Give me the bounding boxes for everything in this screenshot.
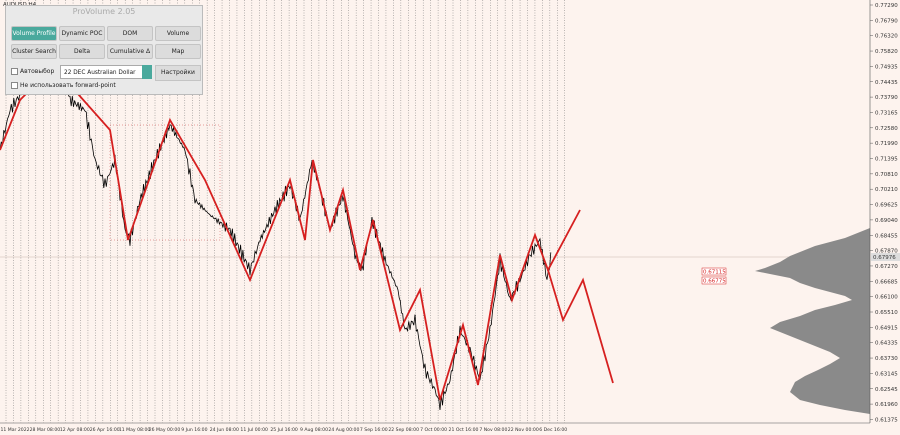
price-label: 0.73165	[875, 110, 898, 116]
price-label: 0.71395	[875, 157, 898, 163]
price-label: 0.67870	[875, 249, 898, 255]
price-label: 0.71990	[875, 141, 898, 147]
time-label: 9 Jun 16:00	[181, 427, 207, 433]
range-box	[109, 124, 221, 241]
time-label: 11 Mar 2022	[0, 427, 29, 433]
time-label: 6 Dec 16:00	[539, 427, 567, 433]
price-label: 0.69625	[875, 203, 898, 209]
price-label: 0.66100	[875, 295, 898, 301]
button[interactable]: DOM	[107, 26, 153, 41]
button[interactable]: Cluster Search	[11, 44, 57, 59]
time-label: 26 Apr 16:00	[90, 427, 120, 433]
level-box	[701, 267, 727, 276]
price-label: 0.64335	[875, 341, 898, 347]
checkbox-label: Не использовать forward-point	[20, 82, 116, 89]
time-label: 22 Sep 08:00	[388, 427, 419, 433]
price-label: 0.65510	[875, 310, 898, 316]
price-label: 0.67270	[875, 264, 898, 270]
time-label: 25 Jul 16:00	[270, 427, 298, 433]
time-label: 26 May 00:00	[149, 427, 181, 433]
volume-profile	[755, 228, 870, 414]
button[interactable]: Volume Profile	[11, 26, 57, 41]
time-label: 11 May 08:00	[119, 427, 151, 433]
price-label: 0.70810	[875, 172, 898, 178]
select-arrow[interactable]	[142, 65, 152, 79]
checkbox[interactable]: Автовыбор	[11, 68, 54, 75]
time-label: 24 Aug 00:00	[328, 427, 359, 433]
checkbox-label: Автовыбор	[20, 68, 55, 75]
time-label: 28 Mar 08:00	[30, 427, 61, 433]
price-label: 0.73790	[875, 95, 898, 101]
time-label: 24 Jun 08:00	[210, 427, 239, 433]
instrument-select[interactable]: 22 DEC Australian Dollar	[60, 65, 150, 79]
price-label: 0.70210	[875, 187, 898, 193]
button[interactable]: Dynamic POC	[59, 26, 105, 41]
price-label: 0.63145	[875, 371, 898, 377]
time-label: 11 Jul 00:00	[240, 427, 268, 433]
price-label: 0.61375	[875, 417, 898, 423]
price-label: 0.68455	[875, 233, 898, 239]
settings-button[interactable]: Настройки	[155, 65, 201, 81]
time-label: 7 Oct 00:00	[420, 427, 447, 433]
price-axis	[870, 0, 900, 435]
level-label: 0.66775	[703, 279, 726, 285]
price-label: 0.74935	[875, 64, 898, 70]
price-label: 0.76790	[875, 18, 898, 24]
price-label: 0.64915	[875, 325, 898, 331]
checkbox[interactable]: Не использовать forward-point	[11, 82, 116, 89]
button[interactable]: Cumulative Δ	[107, 44, 153, 59]
price-label: 0.61960	[875, 402, 898, 408]
button[interactable]: Delta	[59, 44, 105, 59]
time-label: 9 Aug 08:00	[300, 427, 328, 433]
button[interactable]: Volume	[155, 26, 201, 41]
zigzag-forecast	[547, 269, 614, 384]
price-label: 0.72580	[875, 126, 898, 132]
price-label: 0.62545	[875, 387, 898, 393]
price-label: 0.76320	[875, 34, 898, 40]
current-price-box	[871, 253, 900, 261]
time-label: 22 Nov 00:00	[508, 427, 539, 433]
price-label: 0.63730	[875, 356, 898, 362]
price-label: 0.74435	[875, 80, 898, 86]
price-label: 0.69040	[875, 218, 898, 224]
grid	[5, 0, 565, 423]
current-price: 0.67976	[873, 255, 896, 261]
panel-title: ProVolume 2.05	[72, 7, 136, 16]
zigzag	[0, 58, 581, 401]
price-label: 0.77290	[875, 3, 898, 9]
time-label: 12 Apr 08:00	[60, 427, 90, 433]
price-line	[0, 56, 552, 411]
time-label: 7 Sep 16:00	[360, 427, 388, 433]
button[interactable]: Map	[155, 44, 201, 59]
provolume-panel: ProVolume 2.05 Volume Profile Dynamic PO…	[5, 5, 203, 95]
time-label: 21 Oct 16:00	[449, 427, 479, 433]
level-label: 0.67115	[703, 270, 726, 276]
price-label: 0.75820	[875, 49, 898, 55]
time-label: 7 Nov 08:00	[479, 427, 507, 433]
level-box	[701, 276, 727, 285]
price-label: 0.66685	[875, 279, 898, 285]
